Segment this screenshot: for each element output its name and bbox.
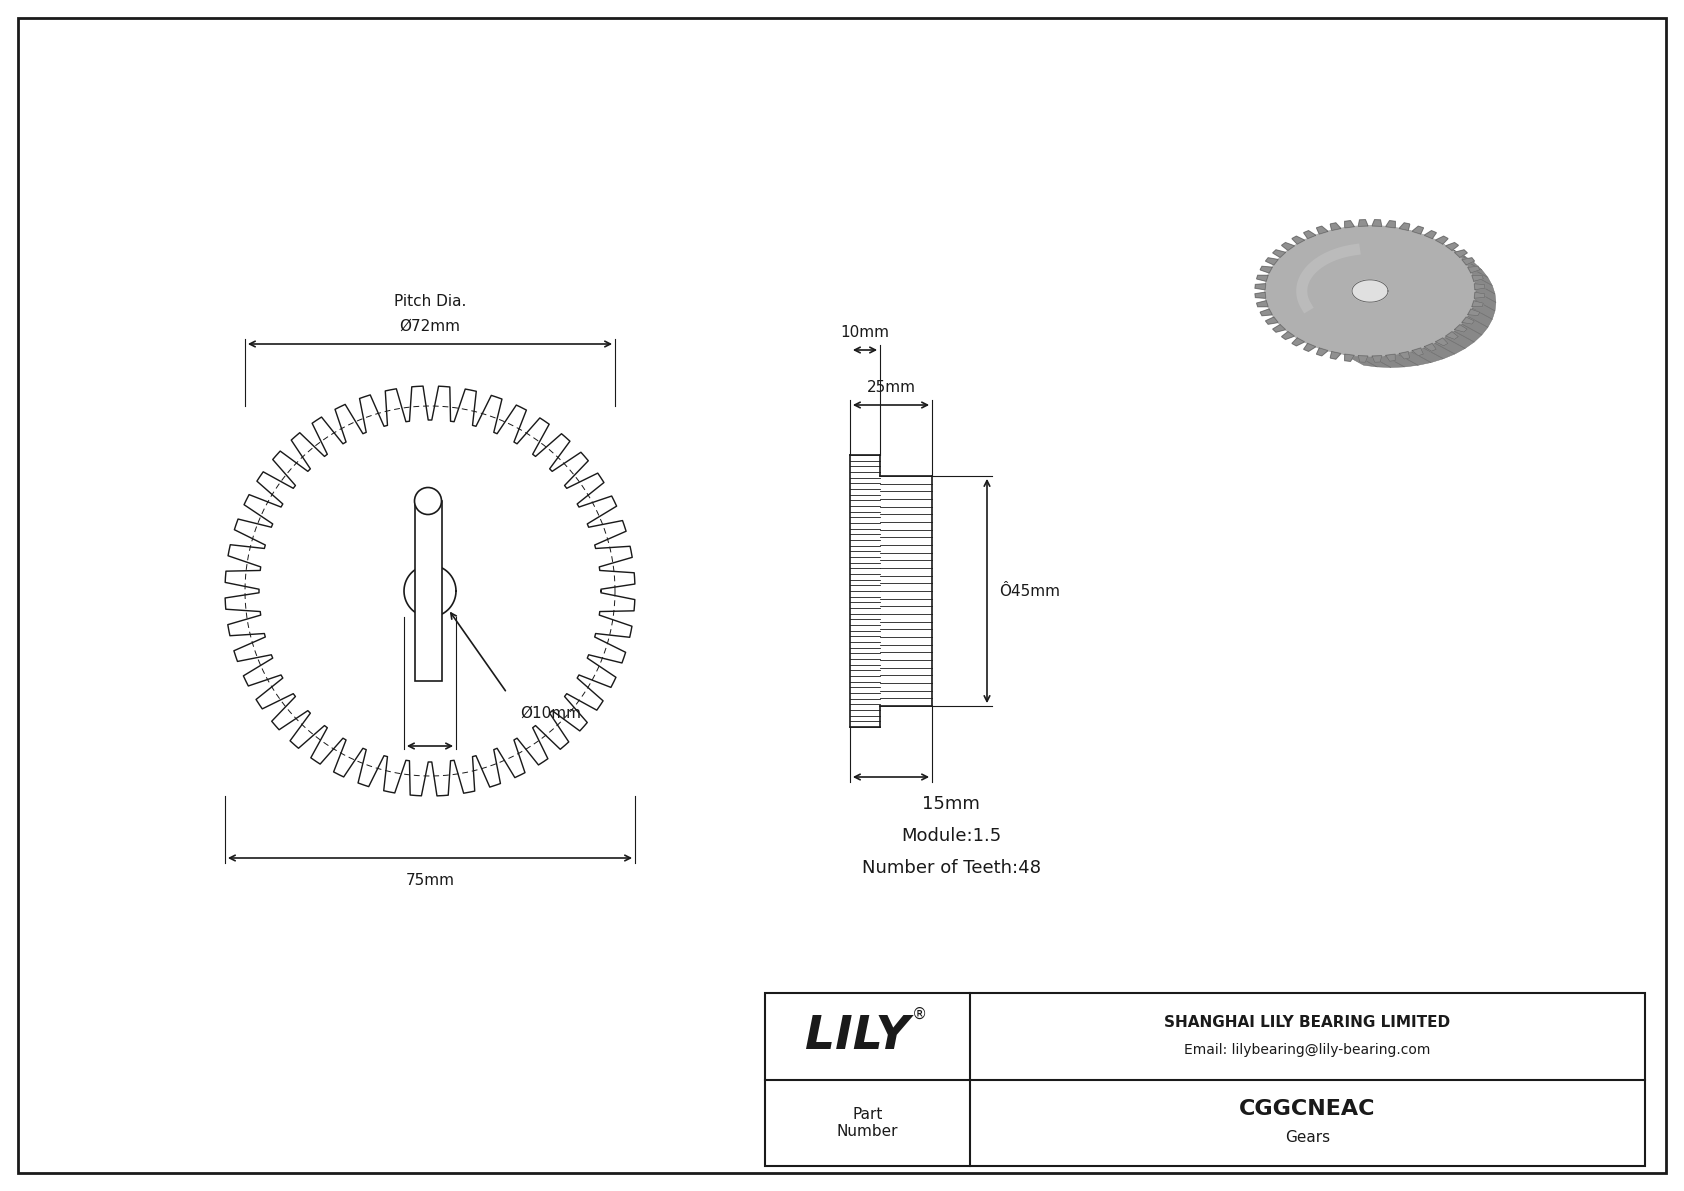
Polygon shape [1413,348,1423,356]
Text: Ô45mm: Ô45mm [999,584,1059,599]
Polygon shape [1346,354,1354,361]
Polygon shape [1398,351,1431,366]
Polygon shape [1474,291,1495,311]
Text: Ø10mm: Ø10mm [520,706,581,721]
Polygon shape [1342,226,1378,239]
Polygon shape [1474,282,1495,303]
Polygon shape [1273,325,1285,332]
Polygon shape [1462,258,1475,264]
Polygon shape [1462,258,1489,278]
Polygon shape [1266,317,1278,324]
Polygon shape [1425,231,1436,238]
Polygon shape [1410,348,1443,362]
Polygon shape [1475,292,1485,298]
Polygon shape [1467,266,1492,286]
Polygon shape [1467,307,1492,328]
Polygon shape [1468,310,1480,316]
Polygon shape [1384,354,1418,367]
Polygon shape [1445,331,1474,349]
Polygon shape [1359,220,1367,226]
Polygon shape [1435,338,1448,345]
Polygon shape [1447,243,1458,250]
Text: SHANGHAI LILY BEARING LIMITED: SHANGHAI LILY BEARING LIMITED [1164,1015,1450,1030]
Text: Ø72mm: Ø72mm [399,319,460,333]
Polygon shape [1413,226,1423,233]
Polygon shape [1356,356,1391,368]
Text: 75mm: 75mm [406,873,455,888]
Polygon shape [1352,280,1388,303]
Polygon shape [1371,226,1404,238]
Polygon shape [1398,229,1431,242]
Polygon shape [1433,337,1465,354]
Polygon shape [1386,220,1396,227]
Bar [765,993,1645,1166]
Text: 25mm: 25mm [867,380,916,395]
Polygon shape [1453,251,1482,270]
Polygon shape [1423,235,1455,251]
Polygon shape [1330,351,1340,358]
Polygon shape [1359,356,1367,362]
Bar [414,501,441,681]
Polygon shape [1447,331,1458,339]
Polygon shape [1346,220,1354,227]
Polygon shape [1317,348,1329,356]
Polygon shape [1292,236,1305,244]
Polygon shape [1472,274,1495,294]
Polygon shape [1303,343,1315,351]
Polygon shape [1386,354,1396,361]
Polygon shape [1445,245,1474,263]
Polygon shape [1399,223,1410,230]
Polygon shape [1265,226,1475,356]
Text: 15mm: 15mm [923,796,980,813]
Polygon shape [1399,351,1410,358]
Polygon shape [1255,292,1266,298]
Polygon shape [1256,301,1268,306]
Text: 10mm: 10mm [840,325,889,339]
Text: Module:1.5: Module:1.5 [901,827,1000,844]
Polygon shape [1282,331,1295,339]
Polygon shape [1425,343,1436,351]
Polygon shape [1282,243,1295,250]
Polygon shape [1260,267,1271,273]
Text: Number of Teeth:48: Number of Teeth:48 [862,859,1041,877]
Polygon shape [1384,226,1418,239]
Polygon shape [1266,258,1278,264]
Polygon shape [1453,324,1482,342]
Text: Pitch Dia.: Pitch Dia. [394,294,466,308]
Polygon shape [1472,301,1484,306]
Text: Email: lilybearing@lily-bearing.com: Email: lilybearing@lily-bearing.com [1184,1043,1431,1058]
Polygon shape [1410,231,1443,247]
Polygon shape [1356,226,1391,238]
Polygon shape [1255,283,1266,289]
Polygon shape [1462,316,1489,335]
Polygon shape [1372,220,1381,226]
Polygon shape [1303,231,1315,238]
Polygon shape [1462,317,1475,324]
Text: LILY: LILY [805,1014,909,1059]
Text: ®: ® [911,1006,928,1022]
Polygon shape [1256,275,1268,281]
Polygon shape [1475,283,1485,289]
Polygon shape [1423,343,1455,358]
Polygon shape [1260,310,1271,316]
Polygon shape [1433,239,1465,256]
Polygon shape [1472,275,1484,281]
Polygon shape [1435,236,1448,244]
Polygon shape [1468,267,1480,273]
Circle shape [414,487,441,515]
Text: CGGCNEAC: CGGCNEAC [1239,1099,1376,1118]
Polygon shape [1342,354,1378,367]
Polygon shape [1455,325,1467,332]
Polygon shape [1372,356,1381,362]
Polygon shape [1292,338,1305,345]
Polygon shape [1472,299,1495,319]
Polygon shape [1330,223,1340,230]
Text: Gears: Gears [1285,1130,1330,1146]
Polygon shape [1371,356,1404,368]
Polygon shape [1455,250,1467,257]
Polygon shape [1273,250,1285,257]
Polygon shape [1317,226,1329,233]
Text: Part
Number: Part Number [837,1106,898,1139]
